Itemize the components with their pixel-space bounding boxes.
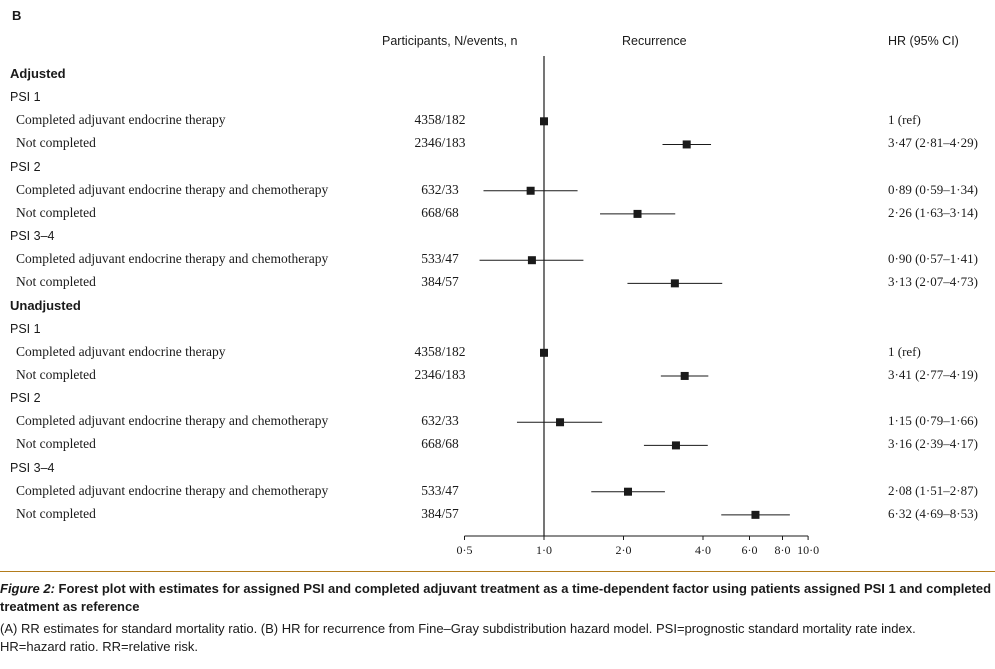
row-label: Not completed [16, 204, 96, 220]
figure-caption-body: (A) RR estimates for standard mortality … [0, 621, 916, 654]
row-label: Not completed [16, 366, 96, 382]
caption-divider [0, 571, 995, 572]
participants-header: Participants, N/events, n [382, 34, 518, 48]
n-events-cell: 632/33 [421, 413, 459, 429]
point-estimate [682, 140, 691, 149]
point-estimate [540, 117, 548, 126]
x-tick-label: 2·0 [616, 543, 632, 557]
point-estimate [670, 279, 679, 288]
hr-header: HR (95% CI) [888, 34, 959, 48]
panel-label: B [12, 8, 22, 23]
hr-ci-cell: 2·26 (1·63–3·14) [888, 204, 978, 220]
n-events-cell: 384/57 [421, 505, 459, 521]
n-events-cell: 668/68 [421, 204, 459, 220]
hr-ci-cell: 3·47 (2·81–4·29) [888, 135, 978, 151]
n-events-cell: 668/68 [421, 436, 459, 452]
section-heading: Adjusted [10, 66, 66, 81]
hr-ci-cell: 1 (ref) [888, 112, 921, 128]
point-estimate [680, 371, 689, 380]
psi-subheading: PSI 1 [10, 90, 41, 105]
x-tick-label: 1·0 [536, 543, 552, 557]
n-events-cell: 533/47 [421, 251, 459, 267]
figure-label: Figure 2: [0, 581, 55, 596]
point-estimate [556, 418, 565, 427]
hr-ci-cell: 3·41 (2·77–4·19) [888, 366, 978, 382]
row-label: Not completed [16, 505, 96, 521]
x-tick-label: 6·0 [742, 543, 758, 557]
point-estimate [671, 441, 680, 450]
n-events-cell: 2346/183 [414, 135, 466, 151]
row-label: Completed adjuvant endocrine therapy [16, 112, 226, 128]
hr-ci-cell: 1·15 (0·79–1·66) [888, 413, 978, 429]
hr-ci-cell: 0·90 (0·57–1·41) [888, 251, 978, 267]
point-estimate [623, 487, 632, 496]
hr-ci-cell: 6·32 (4·69–8·53) [888, 505, 978, 521]
plot-title: Recurrence [622, 34, 687, 48]
hr-ci-cell: 3·16 (2·39–4·17) [888, 436, 978, 452]
n-events-cell: 4358/182 [414, 343, 466, 359]
point-estimate [540, 348, 548, 357]
n-events-cell: 4358/182 [414, 112, 466, 128]
point-estimate [633, 209, 642, 218]
section-heading: Unadjusted [10, 297, 81, 313]
x-tick-label: 8·0 [775, 543, 791, 557]
figure-title: Forest plot with estimates for assigned … [0, 581, 992, 614]
row-label: Not completed [16, 274, 96, 290]
psi-subheading: PSI 2 [10, 159, 41, 174]
hr-ci-cell: 3·13 (2·07–4·73) [888, 274, 978, 290]
row-label: Completed adjuvant endocrine therapy and… [16, 181, 329, 197]
psi-subheading: PSI 1 [10, 321, 41, 336]
psi-subheading: PSI 2 [10, 391, 41, 406]
x-tick-label: 10·0 [797, 543, 819, 557]
x-tick-label: 4·0 [695, 543, 711, 557]
row-label: Completed adjuvant endocrine therapy and… [16, 482, 329, 498]
row-label: Completed adjuvant endocrine therapy and… [16, 251, 329, 267]
row-label: Not completed [16, 436, 96, 452]
hr-ci-cell: 2·08 (1·51–2·87) [888, 482, 978, 498]
n-events-cell: 533/47 [421, 482, 459, 498]
hr-ci-cell: 1 (ref) [888, 343, 921, 359]
row-label: Completed adjuvant endocrine therapy and… [16, 413, 329, 429]
psi-subheading: PSI 3–4 [10, 460, 55, 475]
figure-caption-title: Figure 2: Forest plot with estimates for… [0, 580, 995, 616]
point-estimate [751, 510, 760, 519]
row-label: Not completed [16, 135, 96, 151]
n-events-cell: 384/57 [421, 274, 459, 290]
hr-ci-cell: 0·89 (0·59–1·34) [888, 181, 978, 197]
psi-subheading: PSI 3–4 [10, 229, 55, 244]
x-tick-label: 0·5 [457, 543, 473, 557]
row-label: Completed adjuvant endocrine therapy [16, 343, 226, 359]
n-events-cell: 632/33 [421, 181, 459, 197]
n-events-cell: 2346/183 [414, 366, 466, 382]
